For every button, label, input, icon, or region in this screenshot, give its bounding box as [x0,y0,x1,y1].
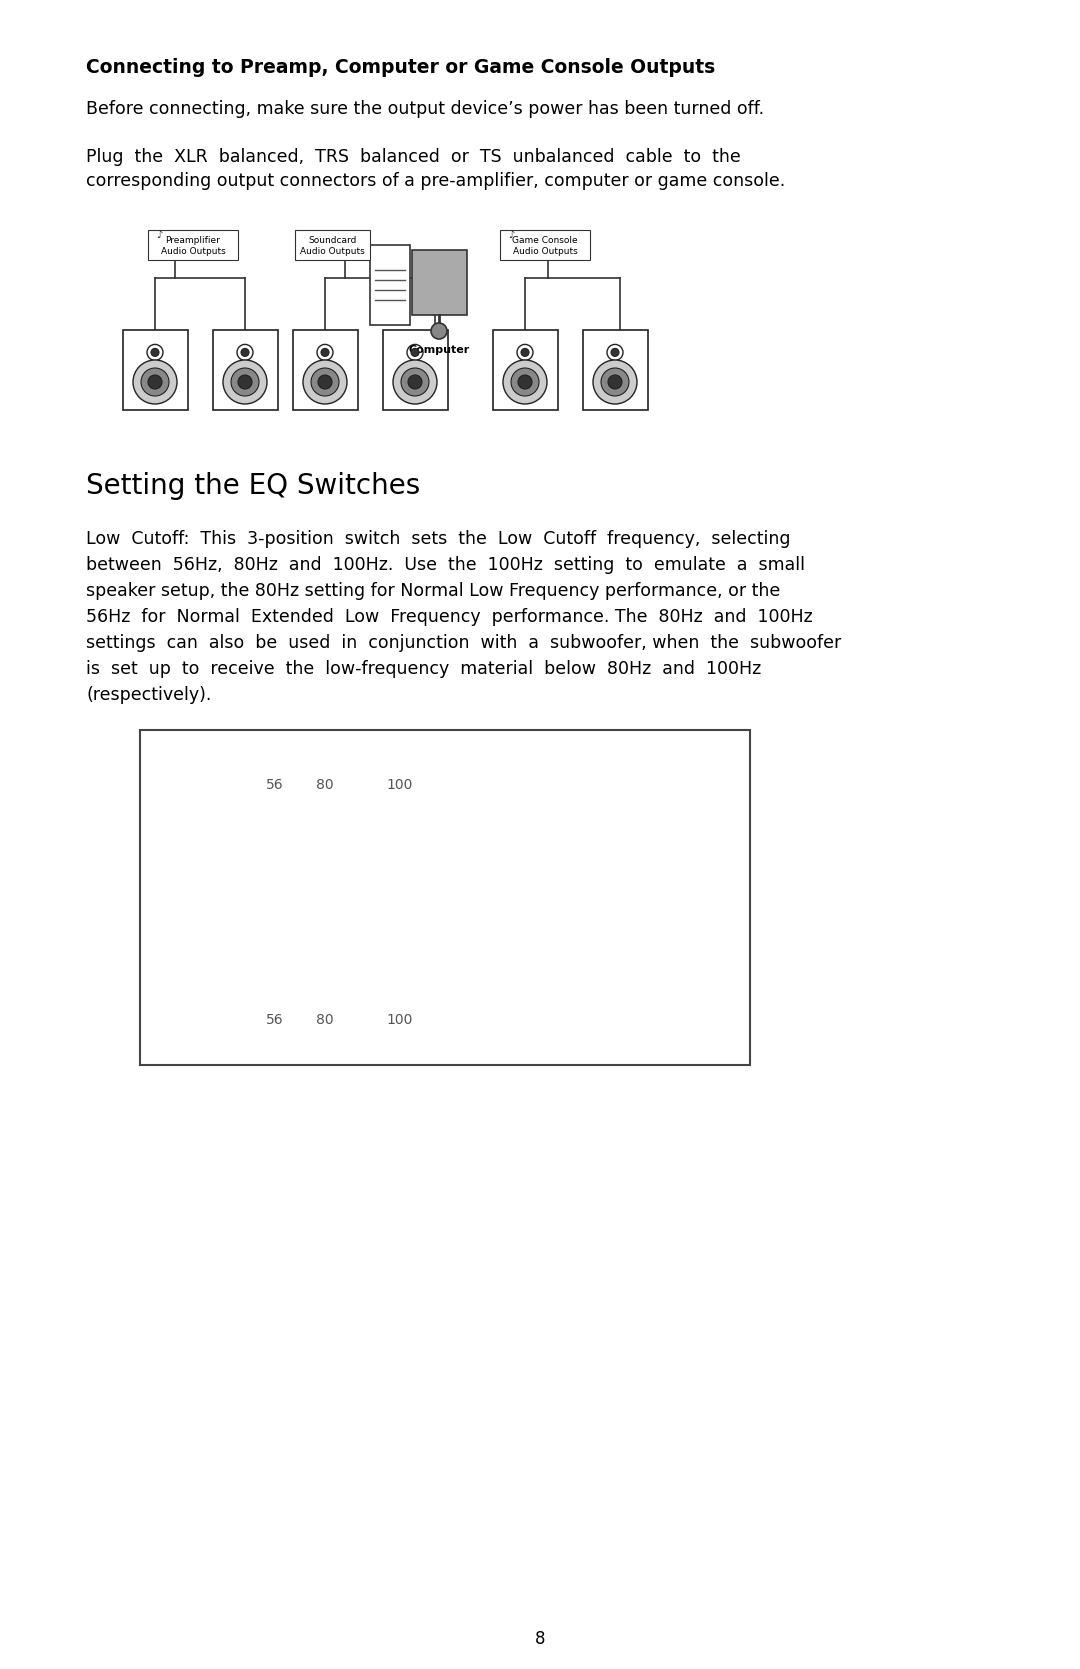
Text: between  56Hz,  80Hz  and  100Hz.  Use  the  100Hz  setting  to  emulate  a  sma: between 56Hz, 80Hz and 100Hz. Use the 10… [86,556,805,574]
Circle shape [408,376,422,389]
Text: Computer: Computer [408,345,470,355]
Circle shape [593,361,637,404]
Bar [411,250,467,315]
Bar [500,230,590,260]
Text: Low  Cutoff:  This  3-position  switch  sets  the  Low  Cutoff  frequency,  sele: Low Cutoff: This 3-position switch sets … [86,531,791,547]
Bar [582,330,648,411]
Circle shape [608,376,622,389]
Circle shape [321,349,329,357]
Circle shape [431,324,447,339]
Bar [213,330,278,411]
Circle shape [517,344,534,361]
Circle shape [303,361,347,404]
Bar [293,330,357,411]
Text: ♪: ♪ [508,230,514,240]
Text: corresponding output connectors of a pre-amplifier, computer or game console.: corresponding output connectors of a pre… [86,172,785,190]
Circle shape [518,376,532,389]
Circle shape [311,367,339,396]
Circle shape [393,361,437,404]
Text: Preamplifier: Preamplifier [165,235,220,245]
Text: 56: 56 [266,1013,284,1026]
Text: Audio Outputs: Audio Outputs [300,247,365,255]
Circle shape [407,344,423,361]
Circle shape [318,376,332,389]
Bar [382,330,447,411]
Circle shape [222,361,267,404]
Circle shape [521,349,529,357]
Text: (respectively).: (respectively). [86,686,212,704]
Bar [492,330,557,411]
Bar [122,330,188,411]
Circle shape [318,344,333,361]
Circle shape [231,367,259,396]
Circle shape [141,367,168,396]
Text: settings  can  also  be  used  in  conjunction  with  a  subwoofer, when  the  s: settings can also be used in conjunction… [86,634,841,653]
Circle shape [148,376,162,389]
Text: Connecting to Preamp, Computer or Game Console Outputs: Connecting to Preamp, Computer or Game C… [86,58,715,77]
Bar [370,245,410,325]
Bar [148,230,238,260]
Bar [295,230,370,260]
Text: 80: 80 [316,1013,334,1026]
Circle shape [147,344,163,361]
Circle shape [151,349,159,357]
Circle shape [401,367,429,396]
Text: ♪: ♪ [156,230,162,240]
Text: Before connecting, make sure the output device’s power has been turned off.: Before connecting, make sure the output … [86,100,765,118]
Text: 8: 8 [535,1631,545,1647]
Text: Audio Outputs: Audio Outputs [161,247,226,255]
Circle shape [238,376,252,389]
Circle shape [411,349,419,357]
Circle shape [600,367,629,396]
Text: 80: 80 [316,778,334,793]
Text: speaker setup, the 80Hz setting for Normal Low Frequency performance, or the: speaker setup, the 80Hz setting for Norm… [86,582,780,599]
Circle shape [133,361,177,404]
Text: Setting the EQ Switches: Setting the EQ Switches [86,472,420,501]
Circle shape [511,367,539,396]
Circle shape [241,349,249,357]
Circle shape [607,344,623,361]
Circle shape [611,349,619,357]
Text: Game Console: Game Console [512,235,578,245]
Text: is  set  up  to  receive  the  low-frequency  material  below  80Hz  and  100Hz: is set up to receive the low-frequency m… [86,659,761,678]
Circle shape [237,344,253,361]
Bar [140,729,750,1065]
Text: Audio Outputs: Audio Outputs [513,247,578,255]
Circle shape [503,361,546,404]
Text: 100: 100 [387,1013,414,1026]
Text: 56Hz  for  Normal  Extended  Low  Frequency  performance. The  80Hz  and  100Hz: 56Hz for Normal Extended Low Frequency p… [86,608,813,626]
Text: 56: 56 [266,778,284,793]
Text: Plug  the  XLR  balanced,  TRS  balanced  or  TS  unbalanced  cable  to  the: Plug the XLR balanced, TRS balanced or T… [86,149,741,165]
Text: Soundcard: Soundcard [308,235,356,245]
Text: 100: 100 [387,778,414,793]
